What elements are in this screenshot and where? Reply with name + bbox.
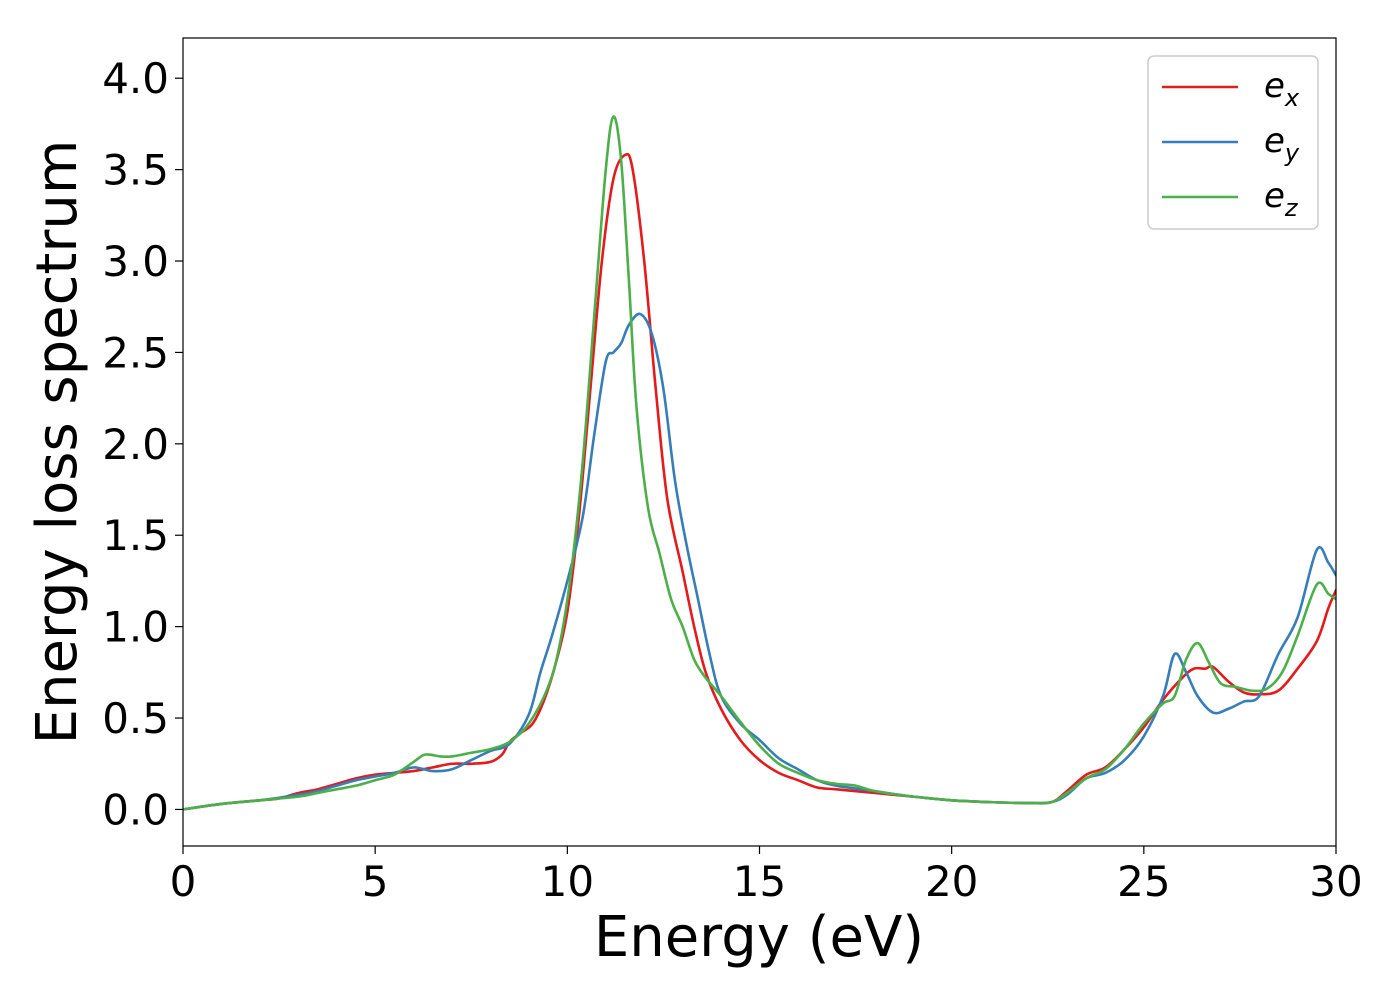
x-tick-label: 0 [170,857,197,906]
x-axis-label: Energy (eV) [594,905,924,970]
legend-label-ey: ey [1264,121,1300,167]
legend-label-base: e [1264,176,1285,216]
legend-label-base: e [1264,66,1285,106]
y-tick-label: 3.0 [102,237,169,286]
legend-label-ez: ez [1264,176,1299,222]
series-layer [183,115,1336,811]
legend-label-ex: ex [1264,66,1300,112]
series-line-ez [183,115,1336,811]
y-tick-label: 2.0 [102,420,169,469]
y-tick-label: 0.0 [102,785,169,834]
y-tick-label: 3.5 [102,146,169,195]
x-tick-label: 10 [541,857,594,906]
plot-area [182,37,1337,847]
legend-label-subscript: x [1284,84,1300,112]
series-line-ex [183,152,1336,811]
x-tick-label: 30 [1309,857,1362,906]
x-axis: 0 5 10 15 20 25 30 [170,846,1363,906]
y-tick-label: 1.0 [102,603,169,652]
x-tick-label: 15 [733,857,786,906]
y-tick-label: 2.5 [102,328,169,377]
series-line-ey [183,312,1336,811]
y-tick-label: 1.5 [102,511,169,560]
x-tick-label: 20 [925,857,978,906]
y-axis: 0.0 0.5 1.0 1.5 2.0 2.5 3.0 3.5 4.0 [102,54,183,834]
x-tick-label: 25 [1117,857,1170,906]
legend-label-subscript: y [1284,139,1300,167]
y-tick-label: 0.5 [102,694,169,743]
y-tick-label: 4.0 [102,54,169,103]
legend-label-base: e [1264,121,1285,161]
legend-label-subscript: z [1284,194,1299,222]
y-axis-label: Energy loss spectrum [25,140,90,745]
x-tick-label: 5 [362,857,389,906]
